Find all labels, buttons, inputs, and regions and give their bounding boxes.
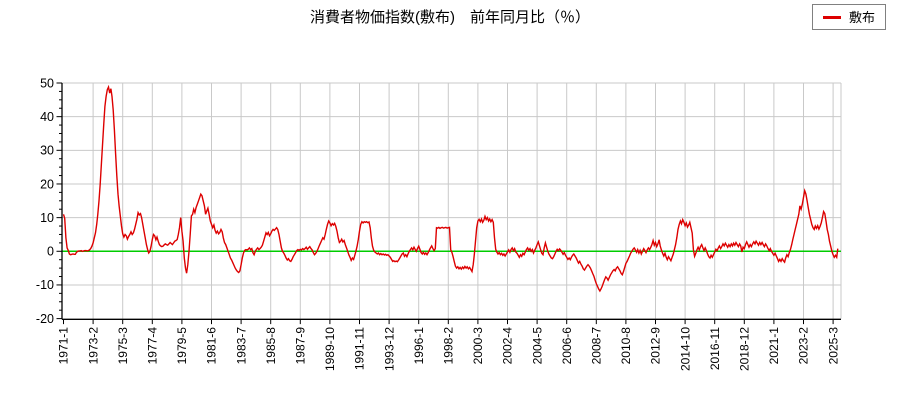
x-tick-label: 1991-11 [353,327,367,370]
y-tick-label: 50 [40,76,54,90]
x-tick-label: 2025-3 [826,327,840,365]
legend-series-label: 敷布 [848,9,875,25]
x-tick-label: 2000-3 [471,327,485,365]
x-tick-label: 2010-8 [619,327,633,365]
x-tick-label: 1975-3 [116,327,130,365]
x-tick-label: 1973-2 [86,327,100,365]
x-tick-label: 1996-1 [412,327,426,365]
x-tick-label: 2006-6 [560,327,574,365]
chart-title: 消費者物価指数(敷布) 前年同月比（％） [310,9,590,26]
x-tick-label: 2002-4 [501,327,515,365]
y-tick-label: 40 [40,110,54,124]
x-tick-label: 1985-8 [264,327,278,365]
x-tick-label: 2008-7 [590,327,604,365]
x-tick-label: 2023-2 [797,327,811,365]
x-tick-label: 1979-5 [175,327,189,365]
x-tick-label: 1993-12 [382,327,396,371]
y-tick-label: -20 [36,312,54,326]
x-tick-label: 2016-11 [708,327,722,370]
y-tick-label: -10 [36,278,54,292]
x-tick-label: 1971-1 [57,327,71,365]
x-tick-label: 2012-9 [649,327,663,365]
x-tick-label: 2014-10 [678,327,692,371]
y-tick-label: 10 [40,211,54,225]
x-tick-label: 1987-9 [294,327,308,365]
x-tick-label: 2021-1 [767,327,781,365]
y-tick-label: 0 [47,245,54,259]
x-tick-label: 1998-2 [442,327,456,365]
y-tick-label: 20 [40,177,54,191]
legend-line-swatch [822,15,841,19]
x-tick-label: 2018-12 [738,327,752,371]
x-tick-label: 1989-10 [323,327,337,371]
x-tick-label: 2004-5 [530,327,544,365]
series-line [62,84,839,293]
y-tick-label: 30 [40,144,54,158]
x-tick-label: 1983-7 [234,327,248,365]
legend-box: 敷布 [811,4,886,30]
x-tick-label: 1981-6 [205,327,219,365]
x-tick-label: 1977-4 [146,327,160,365]
